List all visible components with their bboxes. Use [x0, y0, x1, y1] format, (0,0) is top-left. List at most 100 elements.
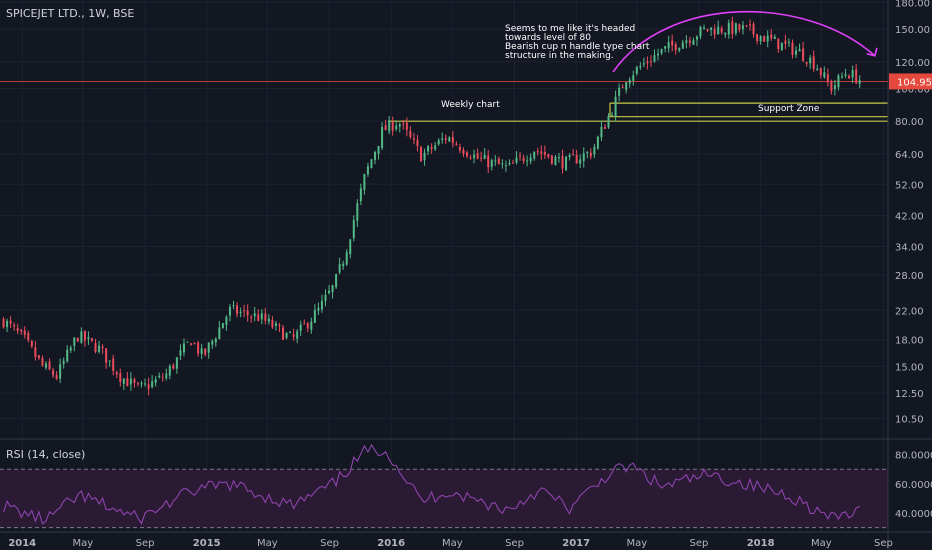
candle-body	[738, 24, 741, 30]
candle-body	[561, 155, 564, 169]
candle-body	[158, 375, 161, 378]
candle-body	[483, 154, 486, 159]
candle-body	[328, 290, 331, 294]
candle-body	[632, 75, 635, 81]
candle-body	[504, 165, 507, 167]
price-tick-label: 28.00	[895, 271, 924, 282]
candle-body	[734, 23, 737, 34]
candle-body	[207, 343, 210, 353]
candle-body	[402, 123, 405, 125]
time-tick-label: 2017	[562, 538, 590, 549]
symbol-title: SPICEJET LTD., 1W, BSE	[6, 7, 134, 20]
candle-body	[635, 66, 638, 74]
candle-body	[161, 377, 164, 379]
candle-body	[448, 137, 451, 142]
candle-body	[186, 341, 189, 343]
cup-arc	[612, 10, 876, 73]
candle-body	[55, 375, 58, 379]
price-tick-label: 42.00	[895, 212, 924, 223]
candle-body	[430, 146, 433, 149]
candle-body	[809, 57, 812, 64]
candle-body	[352, 220, 355, 239]
candle-body	[667, 42, 670, 49]
candle-body	[197, 342, 200, 354]
candle-body	[582, 153, 585, 162]
candle-body	[664, 46, 667, 49]
candle-body	[649, 61, 652, 63]
candle-body	[473, 154, 476, 159]
price-tick-label: 22.00	[895, 306, 924, 317]
candle-body	[724, 33, 727, 35]
candle-body	[805, 61, 808, 64]
candle-body	[119, 373, 122, 382]
candle-body	[749, 24, 752, 26]
candle-body	[511, 162, 514, 164]
price-tick-label: 18.00	[895, 336, 924, 347]
price-tick-label: 15.00	[895, 362, 924, 373]
candle-body	[660, 48, 663, 54]
candle-body	[731, 21, 734, 35]
candle-body	[154, 379, 157, 383]
candle-body	[391, 121, 394, 131]
candle-body	[618, 87, 621, 96]
candle-body	[236, 305, 239, 315]
candle-body	[101, 346, 104, 349]
candle-body	[182, 343, 185, 353]
candle-body	[108, 360, 111, 362]
rsi-title: RSI (14, close)	[6, 448, 85, 461]
candle-body	[858, 80, 861, 84]
candle-body	[384, 125, 387, 131]
candle-body	[398, 124, 401, 127]
candle-body	[777, 38, 780, 50]
candle-body	[13, 324, 16, 327]
candle-body	[112, 358, 115, 371]
candle-body	[94, 342, 97, 352]
candle-body	[317, 307, 320, 311]
candle-body	[243, 310, 246, 312]
candle-body	[646, 61, 649, 64]
price-tick-label: 80.00	[895, 117, 924, 128]
rsi-tick-label: 80.0000	[895, 451, 932, 462]
candle-body	[763, 36, 766, 42]
candle-body	[614, 96, 617, 117]
candle-body	[759, 36, 762, 42]
weekly-chart-label: Weekly chart	[441, 100, 500, 110]
price-tick-label: 12.50	[895, 389, 924, 400]
candle-body	[720, 28, 723, 33]
candle-body	[221, 323, 224, 329]
candle-body	[136, 383, 139, 385]
candle-body	[20, 329, 23, 332]
candle-body	[841, 76, 844, 78]
candle-body	[851, 69, 854, 78]
candle-body	[699, 26, 702, 37]
candle-body	[342, 263, 345, 267]
time-tick-label: Sep	[874, 538, 893, 549]
candle-body	[165, 373, 168, 379]
candle-body	[6, 320, 9, 328]
candlestick-series	[2, 16, 861, 396]
candle-body	[90, 338, 93, 341]
candle-body	[83, 331, 86, 341]
candle-body	[480, 157, 483, 159]
candle-body	[833, 85, 836, 90]
candle-body	[607, 116, 610, 128]
time-tick-label: 2014	[8, 538, 36, 549]
candle-body	[458, 146, 461, 151]
annotation-note-line: Bearish cup n handle type chart	[505, 42, 650, 52]
price-tick-label: 120.00	[895, 58, 930, 69]
candle-body	[257, 314, 260, 321]
time-tick-label: May	[73, 538, 94, 549]
candle-body	[830, 81, 833, 92]
candle-body	[490, 160, 493, 167]
price-tick-label: 180.00	[895, 0, 930, 9]
candle-body	[80, 331, 83, 343]
annotation-note-line: structure in the making.	[505, 51, 614, 61]
candle-body	[710, 27, 713, 30]
candle-body	[232, 305, 235, 307]
time-tick-label: 2015	[193, 538, 221, 549]
price-tick-label: 150.00	[895, 25, 930, 36]
price-tick-label: 52.00	[895, 180, 924, 191]
annotation-note-line: towards level of 80	[505, 33, 591, 43]
candle-body	[310, 321, 313, 330]
candle-body	[526, 160, 529, 162]
